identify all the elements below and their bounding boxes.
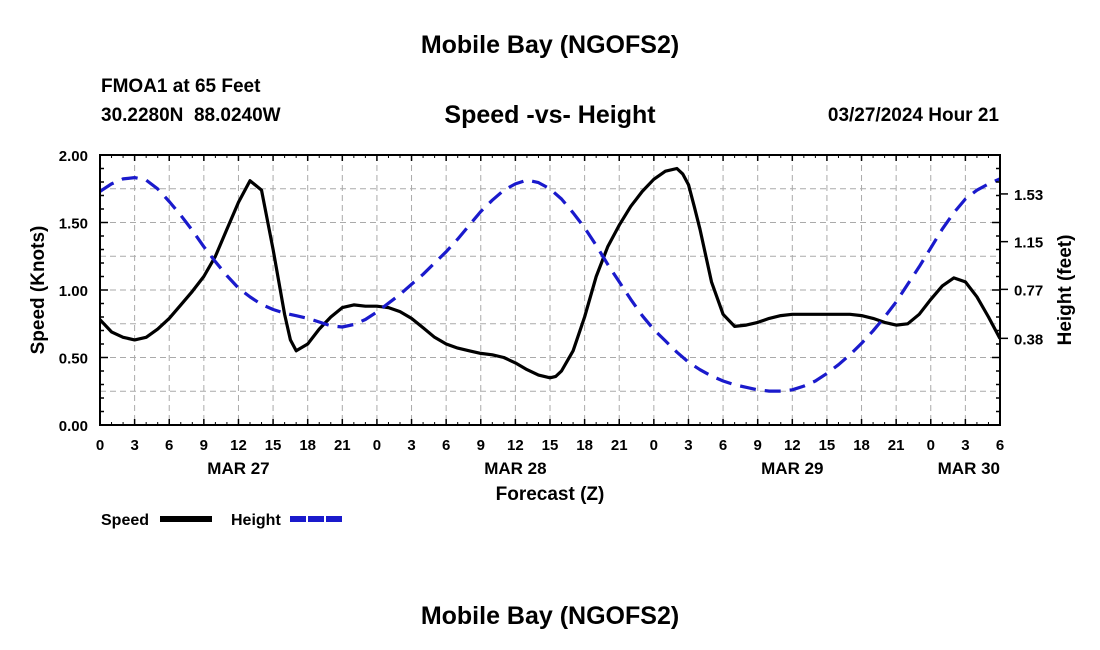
date-label: MAR 29: [761, 459, 823, 478]
x-tick-label: 0: [927, 437, 935, 454]
coordinates-label: 30.2280N 88.0240W: [101, 105, 281, 126]
x-tick-label: 0: [650, 437, 658, 454]
x-tick-label: 3: [130, 437, 138, 454]
y-tick-label: 0.00: [59, 418, 88, 435]
x-tick-label: 9: [200, 437, 208, 454]
x-tick-label: 12: [784, 437, 801, 454]
y-tick-label: 1.00: [59, 283, 88, 300]
x-tick-label: 21: [334, 437, 351, 454]
y2-tick-label: 0.77: [1014, 282, 1043, 299]
x-tick-label: 15: [265, 437, 282, 454]
y2-tick-label: 1.53: [1014, 187, 1043, 204]
x-tick-label: 18: [576, 437, 593, 454]
x-tick-label: 21: [888, 437, 905, 454]
speed-height-chart: 0.00 0.50 1.00 1.50 2.00 0.38 0.77 1.15 1.53 0 3 6 9…: [28, 148, 1076, 529]
x-tick-label: 18: [853, 437, 870, 454]
y-tick-label: 0.50: [59, 351, 88, 368]
date-label: MAR 30: [938, 459, 1000, 478]
x-tick-label: 6: [442, 437, 450, 454]
date-label: MAR 28: [484, 459, 546, 478]
x-tick-label: 6: [719, 437, 727, 454]
x-tick-label: 12: [507, 437, 524, 454]
x-tick-label: 18: [299, 437, 316, 454]
x-tick-label: 6: [165, 437, 173, 454]
y-axis-label: Speed (Knots): [28, 226, 49, 355]
x-tick-label: 9: [754, 437, 762, 454]
legend-speed-label: Speed: [101, 512, 149, 529]
chart-axes: 0.00 0.50 1.00 1.50 2.00 0.38 0.77 1.15 1.53 0 3 6 9…: [28, 148, 1076, 505]
station-label: FMOA1 at 65 Feet: [101, 76, 261, 97]
x-tick-label: 9: [477, 437, 485, 454]
chart-legend: Speed Height: [101, 512, 342, 529]
x-axis-label: Forecast (Z): [496, 484, 605, 505]
y2-axis-label: Height (feet): [1055, 235, 1076, 346]
chart-subtitle: Speed -vs- Height: [444, 101, 656, 129]
x-tick-label: 0: [373, 437, 381, 454]
chart-grid: [99, 155, 1001, 425]
chart-title: Mobile Bay (NGOFS2): [420, 31, 680, 59]
y-tick-label: 2.00: [59, 148, 88, 165]
chart-series: [100, 166, 1000, 393]
x-tick-label: 15: [819, 437, 836, 454]
x-tick-label: 12: [230, 437, 247, 454]
series-speed-line: [100, 166, 1000, 380]
x-tick-label: 21: [611, 437, 628, 454]
x-tick-label: 6: [996, 437, 1004, 454]
y2-tick-label: 1.15: [1014, 235, 1043, 252]
x-tick-label: 3: [684, 437, 692, 454]
forecast-timestamp: 03/27/2024 Hour 21: [827, 105, 999, 126]
x-tick-label: 3: [407, 437, 415, 454]
x-tick-label: 0: [96, 437, 104, 454]
y-tick-label: 1.50: [59, 216, 88, 233]
y2-tick-label: 0.38: [1014, 331, 1043, 348]
x-tick-label: 15: [542, 437, 559, 454]
date-label: MAR 27: [207, 459, 269, 478]
x-tick-label: 3: [961, 437, 969, 454]
legend-height-label: Height: [231, 512, 281, 529]
series-height-line: [100, 176, 1000, 393]
footer-title: Mobile Bay (NGOFS2): [420, 602, 680, 630]
